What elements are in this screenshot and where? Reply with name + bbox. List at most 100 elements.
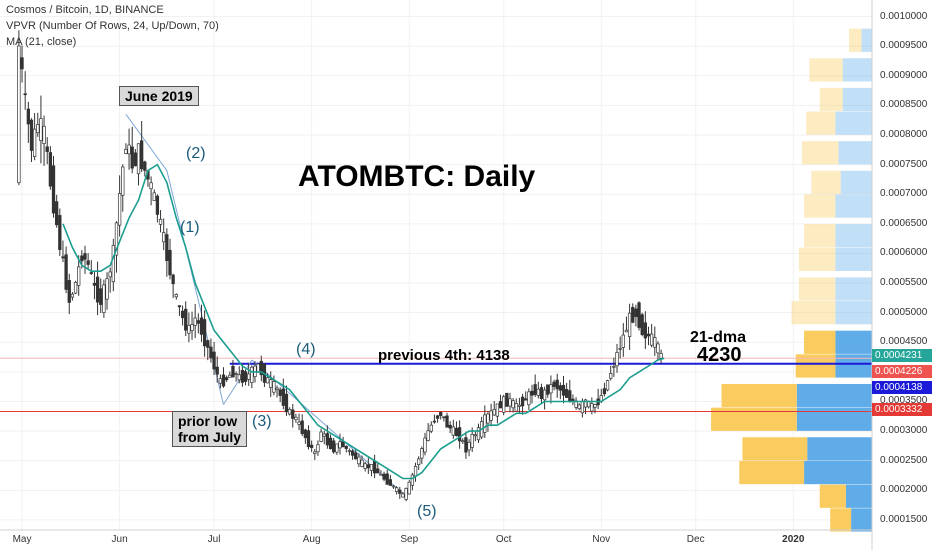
candlestick [117,193,122,226]
candlestick [646,333,651,337]
candlestick [593,404,597,408]
symbol-title: Cosmos / Bitcoin, 1D, BINANCE [6,4,164,16]
y-tick-label: 0.0003500 [880,395,928,407]
candlestick [55,201,59,226]
candlestick [344,446,348,449]
candlestick [564,389,569,398]
candlestick [426,430,430,441]
candlestick [67,280,71,303]
candlestick [429,424,433,432]
candlestick [70,293,75,298]
candlestick [520,396,525,407]
candlestick [294,416,298,421]
candlestick [328,437,333,450]
volume-profile-down-bar [804,460,872,485]
volume-profile-up-bar [849,28,862,52]
candlestick [111,245,115,283]
volume-profile-up-bar [711,407,797,431]
candlestick [250,366,254,383]
candlestick [269,379,273,388]
candlestick [310,444,314,448]
y-tick-label: 0.0005500 [880,277,928,289]
candlestick [451,426,455,436]
candlestick [32,128,37,157]
candlestick [423,437,427,453]
candlestick [505,392,509,407]
volume-profile-up-bar [804,224,836,248]
candlestick [577,404,581,410]
candlestick [398,489,402,494]
candlestick [530,390,534,396]
candlestick [29,119,34,151]
volume-profile-down-bar [835,354,872,378]
previous-4th-label: previous 4th: 4138 [378,347,510,364]
volume-profile-up-bar [830,508,852,532]
candlestick [417,458,421,466]
wave-count-line [223,359,253,405]
candlestick [335,443,339,453]
candlestick [325,433,330,446]
candlestick [413,466,418,477]
prior-low-annotation: prior low from July [172,411,248,447]
candlestick [303,429,308,439]
volume-profile-up-bar [806,111,836,135]
candlestick [234,373,238,375]
wave-count-line [166,170,224,405]
candlestick [470,434,474,448]
candlestick [284,393,289,413]
candlestick [612,365,616,368]
candlestick [483,414,487,433]
volume-profile-down-bar [838,141,872,165]
candlestick [58,215,62,250]
wave-1-label: (1) [180,219,200,236]
candlestick [133,152,138,167]
candlestick [435,415,440,419]
candlestick [643,322,647,339]
candlestick [291,409,295,419]
candlestick [215,366,219,375]
candlestick [609,373,613,379]
price-badge: 0.0003332 [872,403,932,416]
dma-value: 4230 [697,344,742,366]
candlestick [473,434,478,437]
candlestick [442,416,446,419]
y-tick-label: 0.0007000 [880,188,928,200]
volume-profile-down-bar [807,437,872,461]
wave-2-label: (2) [186,145,206,162]
candlestick [143,161,147,171]
candlestick [152,192,156,201]
dma-label: 21-dma [690,329,747,346]
candlestick [105,278,109,300]
volume-profile-down-bar [835,194,872,218]
candlestick [653,337,657,348]
candlestick [432,420,437,423]
candlestick [20,57,24,70]
candlestick [524,398,528,401]
candlestick [193,317,197,326]
candlestick [366,464,370,469]
candlestick [86,260,90,265]
candlestick [228,374,232,378]
candlestick [363,463,367,469]
candlestick [265,377,270,384]
candlestick [121,166,125,196]
volume-profile-down-bar [835,277,872,301]
volume-profile-up-bar [819,484,846,508]
y-tick-label: 0.0002500 [880,454,928,466]
candlestick [369,464,374,471]
candlestick [439,411,443,417]
candlestick [89,272,93,274]
candlestick [605,380,610,391]
candlestick [347,450,352,452]
candlestick [539,387,544,400]
candlestick [162,232,166,243]
candlestick [92,282,97,286]
candlestick [95,276,100,303]
x-tick-label: Dec [686,534,705,545]
volume-profile-down-bar [796,407,872,431]
candlestick [199,317,204,335]
volume-profile-down-bar [842,58,872,82]
candlestick [410,474,415,486]
candlestick [306,430,311,448]
